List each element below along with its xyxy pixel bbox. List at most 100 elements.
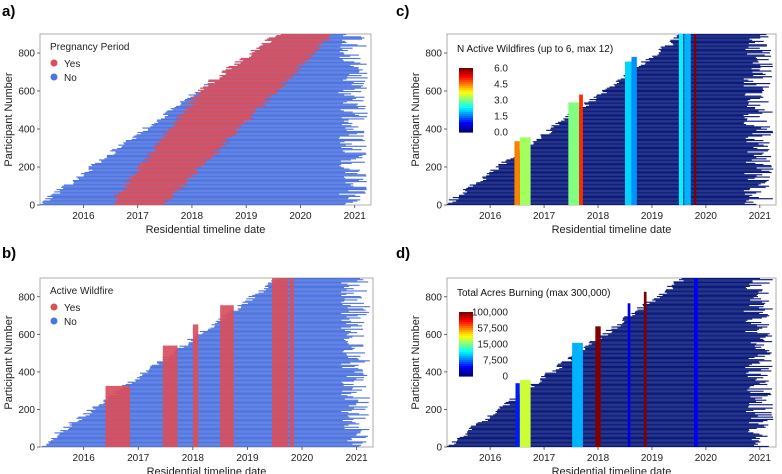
participant-row	[69, 424, 349, 426]
y-tick-label: 400	[425, 367, 442, 378]
pregnancy-segment	[165, 130, 239, 133]
participant-row	[645, 301, 762, 303]
participant-row	[98, 159, 351, 161]
pregnancy-segment	[249, 56, 313, 58]
colorbar-segment	[459, 316, 473, 319]
pregnancy-segment	[188, 101, 264, 103]
participant-row	[550, 127, 762, 129]
participant-row	[136, 137, 339, 139]
participant-row	[634, 311, 763, 313]
pregnancy-segment	[256, 47, 321, 49]
pregnancy-segment	[250, 49, 314, 52]
participant-row	[624, 76, 773, 78]
participant-row	[489, 417, 752, 419]
participant-row	[544, 374, 768, 377]
participant-row	[132, 136, 340, 138]
x-tick-label: 2019	[236, 453, 259, 464]
participant-row	[570, 359, 765, 361]
colorbar-segment	[459, 108, 473, 111]
participant-row	[481, 421, 764, 423]
participant-row	[660, 49, 771, 52]
participant-row	[648, 57, 757, 60]
colorbar-segment	[459, 352, 473, 355]
pregnancy-segment	[185, 108, 256, 110]
y-tick-label: 200	[18, 163, 35, 174]
participant-row	[73, 183, 354, 185]
participant-row	[164, 112, 368, 114]
legend-marker	[50, 59, 58, 67]
participant-row	[134, 379, 364, 381]
participant-row	[541, 136, 749, 138]
colorbar-segment	[459, 70, 473, 73]
colorbar-segment	[459, 330, 473, 333]
participant-row	[245, 300, 345, 302]
y-tick-label: 800	[425, 292, 442, 303]
pregnancy-segment	[177, 114, 251, 117]
participant-row	[667, 285, 750, 288]
participant-row	[123, 142, 341, 144]
participant-row	[71, 425, 345, 427]
colorbar-segment	[459, 322, 473, 325]
participant-row	[266, 284, 360, 286]
participant-row	[501, 161, 746, 163]
participant-row	[192, 341, 348, 343]
participant-row	[69, 427, 345, 429]
pregnancy-segment	[141, 169, 195, 171]
participant-row	[516, 150, 768, 152]
participant-row	[465, 190, 744, 192]
participant-row	[584, 103, 749, 105]
pregnancy-segment	[135, 174, 192, 176]
participant-row	[499, 406, 749, 408]
colorbar-segment	[459, 340, 473, 343]
participant-row	[616, 83, 771, 85]
pregnancy-segment	[148, 152, 220, 154]
participant-row	[641, 61, 759, 63]
participant-row	[448, 199, 749, 201]
participant-row	[562, 367, 746, 369]
colorbar-segment	[459, 314, 473, 317]
pregnancy-segment	[226, 67, 297, 69]
participant-row	[490, 416, 773, 418]
participant-row	[190, 96, 365, 98]
participant-row	[142, 127, 346, 129]
participant-row	[555, 122, 744, 125]
participant-row	[486, 178, 748, 180]
participant-row	[208, 85, 363, 87]
participant-row	[466, 187, 751, 190]
colorbar-segment	[459, 86, 473, 89]
participant-row	[495, 410, 747, 413]
participant-row	[571, 360, 772, 362]
pregnancy-segment	[137, 171, 198, 174]
participant-row	[170, 354, 348, 356]
participant-row	[104, 158, 356, 160]
participant-row	[552, 130, 773, 133]
participant-row	[570, 114, 744, 117]
fire-period	[694, 34, 697, 205]
participant-row	[51, 437, 352, 440]
pregnancy-segment	[117, 199, 167, 201]
participant-row	[164, 116, 368, 118]
participant-row	[561, 120, 767, 122]
participant-row	[468, 427, 757, 429]
participant-row	[147, 371, 355, 373]
participant-row	[536, 138, 755, 141]
pregnancy-segment	[259, 46, 317, 48]
pregnancy-segment	[225, 72, 297, 74]
participant-row	[140, 133, 358, 135]
colorbar-segment	[459, 344, 473, 347]
participant-row	[151, 364, 359, 366]
fire-period	[624, 61, 632, 205]
pregnancy-segment	[271, 40, 322, 42]
participant-row	[88, 166, 342, 168]
pregnancy-segment	[194, 97, 267, 99]
participant-row	[493, 414, 772, 416]
pregnancy-segment	[117, 198, 172, 200]
participant-row	[47, 195, 361, 198]
participant-row	[456, 440, 759, 442]
participant-row	[588, 344, 765, 346]
pregnancy-segment	[153, 145, 223, 147]
colorbar-segment	[459, 118, 473, 121]
participant-row	[92, 169, 360, 171]
participant-row	[94, 162, 352, 164]
participant-row	[672, 287, 746, 289]
